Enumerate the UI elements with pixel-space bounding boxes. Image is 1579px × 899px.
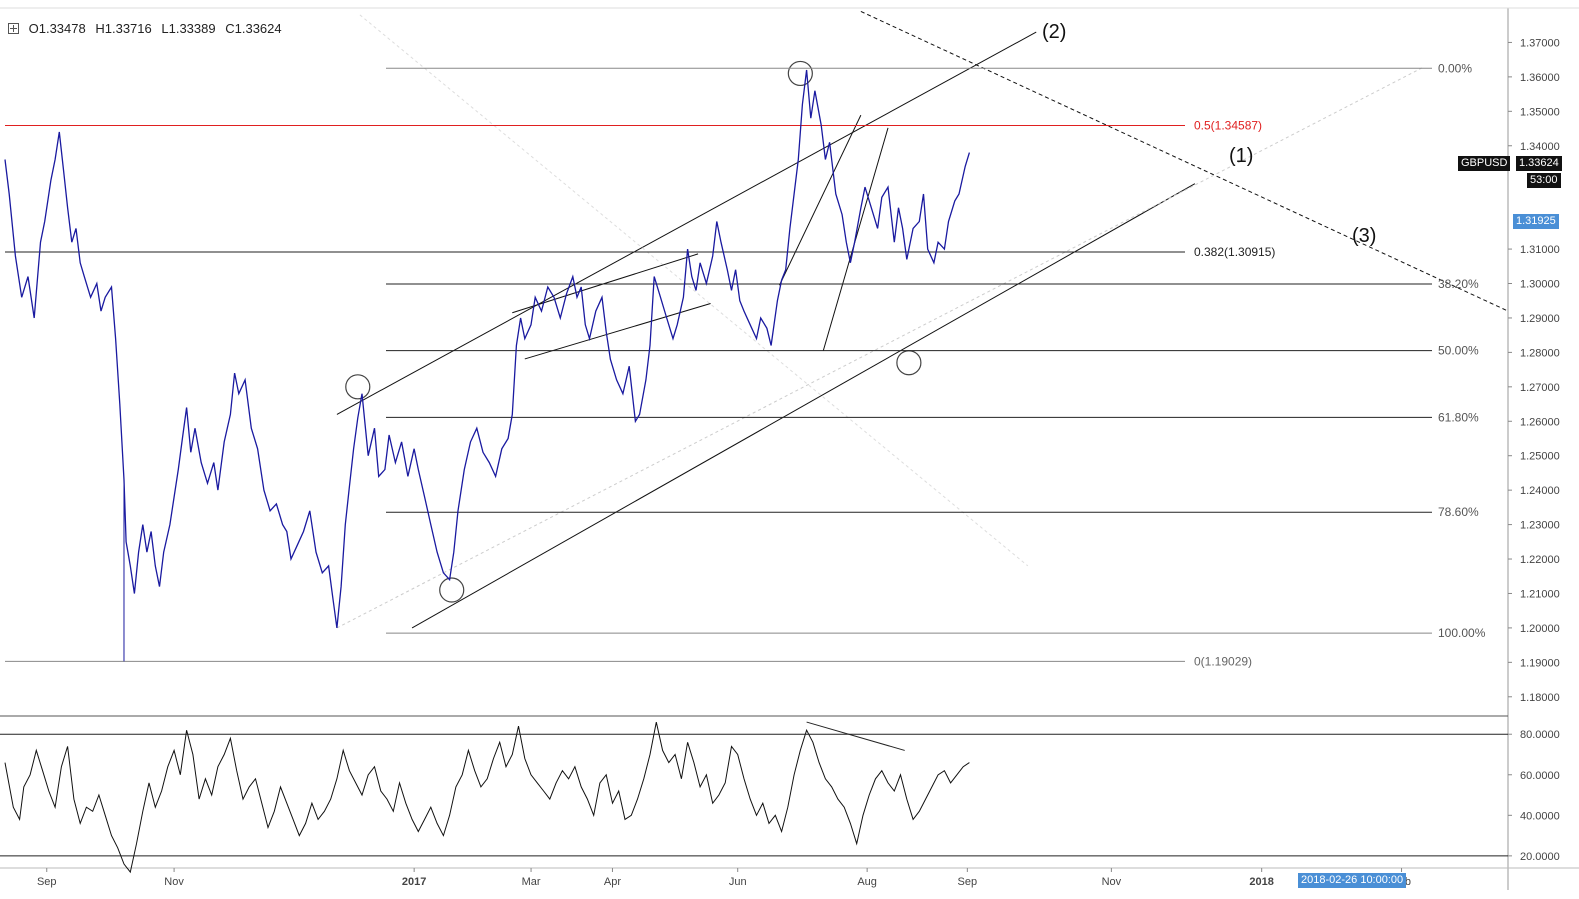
crosshair-date-tag: 2018-02-26 10:00:00: [1298, 873, 1407, 888]
fib-level-label: 38.20%: [1438, 277, 1479, 291]
time-tick-label: 2017: [402, 876, 426, 888]
price-tick-label: 1.23000: [1520, 520, 1560, 532]
price-tick-label: 1.31000: [1520, 244, 1560, 256]
price-tick-label: 1.34000: [1520, 141, 1560, 153]
wave-label-1: (1): [1229, 145, 1253, 167]
time-tick-label: Jun: [729, 876, 747, 888]
time-tick-label: Nov: [1102, 876, 1122, 888]
wave-label-2: (2): [1042, 21, 1066, 43]
price-series: [4, 69, 971, 662]
last-price-tag: 1.33624: [1516, 156, 1562, 171]
fib-level-label: 100.00%: [1438, 626, 1486, 640]
expand-icon[interactable]: [8, 23, 19, 34]
price-tick-label: 1.26000: [1520, 416, 1560, 428]
oscillator-trendline: [806, 721, 905, 751]
fib-level-label: 78.60%: [1438, 505, 1479, 519]
fibonacci-levels: 0.00% 38.20% 50.00% 61.80% 78.60% 100.00% 0.5(…: [5, 61, 1486, 668]
time-tick-label: Sep: [37, 876, 57, 888]
price-tick-label: 1.28000: [1520, 347, 1560, 359]
price-tick-label: 1.35000: [1520, 106, 1560, 118]
wave-label-3: (3): [1352, 225, 1376, 247]
osc-tick-label: 20.0000: [1520, 851, 1560, 863]
price-tick-label: 1.22000: [1520, 554, 1560, 566]
oscillator-axis: 20.0000 40.0000 60.0000 80.0000: [0, 729, 1560, 863]
ohlc-low: L1.33389: [161, 21, 216, 36]
channel-lower-line: [411, 183, 1196, 629]
time-tick-label: Aug: [857, 876, 877, 888]
price-level-label: 0(1.19029): [1194, 654, 1252, 668]
pivot-circle-marker: [439, 577, 465, 603]
price-tick-label: 1.29000: [1520, 313, 1560, 325]
price-tick-label: 1.18000: [1520, 692, 1560, 704]
price-level-label: 0.382(1.30915): [1194, 245, 1275, 259]
time-axis: SepNov2017MarAprJunAugSepNov2018Feb: [37, 868, 1411, 888]
price-tick-label: 1.19000: [1520, 657, 1560, 669]
pivot-circle-marker: [787, 60, 813, 87]
price-tick-label: 1.37000: [1520, 37, 1560, 49]
osc-tick-label: 40.0000: [1520, 810, 1560, 822]
bar-countdown-tag: 53:00: [1527, 173, 1561, 188]
price-tick-label: 1.24000: [1520, 485, 1560, 497]
price-tick-label: 1.20000: [1520, 623, 1560, 635]
time-tick-label: 2018: [1249, 876, 1273, 888]
time-tick-label: Mar: [522, 876, 541, 888]
symbol-tag: GBPUSD: [1458, 156, 1511, 171]
osc-tick-label: 80.0000: [1520, 729, 1560, 741]
price-axis: 1.18000 1.19000 1.20000 1.21000 1.22000 1.230…: [1508, 37, 1560, 704]
time-tick-label: Apr: [604, 876, 621, 888]
time-tick-label: Sep: [958, 876, 978, 888]
price-tick-label: 1.30000: [1520, 279, 1560, 291]
ohlc-close: C1.33624: [225, 21, 282, 36]
fib-level-label: 0.00%: [1438, 61, 1472, 75]
ohlc-high: H1.33716: [95, 21, 152, 36]
chart-annotations: (2) (1) (3): [1042, 21, 1376, 247]
ohlc-open: O1.33478: [28, 21, 86, 36]
fib-level-label: 61.80%: [1438, 410, 1479, 424]
ohlc-legend: O1.33478 H1.33716 L1.33389 C1.33624: [8, 21, 288, 36]
price-level-label: 0.5(1.34587): [1194, 119, 1262, 133]
price-tick-label: 1.25000: [1520, 451, 1560, 463]
price-tick-label: 1.36000: [1520, 72, 1560, 84]
time-tick-label: Nov: [164, 876, 184, 888]
price-line: [4, 69, 971, 628]
fib-level-label: 50.00%: [1438, 344, 1479, 358]
price-tick-label: 1.27000: [1520, 382, 1560, 394]
wedge-upper-line: [779, 114, 862, 286]
price-tick-label: 1.21000: [1520, 588, 1560, 600]
pivot-circle-marker: [345, 374, 371, 400]
osc-tick-label: 60.0000: [1520, 770, 1560, 782]
level-tag: 1.31925: [1513, 214, 1559, 229]
guide-dotted-line: [359, 14, 1029, 567]
